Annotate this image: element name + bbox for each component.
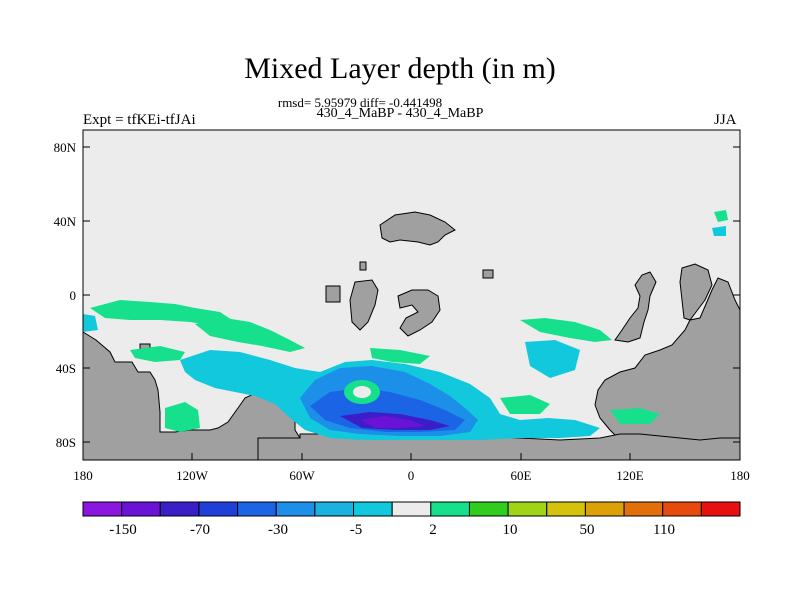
lon-label: 180	[73, 468, 93, 483]
lon-label: 60E	[511, 468, 532, 483]
small-island-b	[482, 269, 494, 279]
colorbar-swatch	[391, 501, 432, 517]
colorbar-swatch	[584, 501, 625, 517]
landmasses	[82, 211, 741, 461]
cyan-region-pacific	[83, 314, 98, 332]
colorbar-swatch	[623, 501, 664, 517]
lon-label: 60W	[289, 468, 315, 483]
colorbar-label: 50	[580, 522, 595, 538]
ring-center	[353, 386, 371, 398]
colorbar-swatch	[314, 501, 355, 517]
colorbar	[82, 501, 741, 517]
green-patch-se	[500, 395, 550, 414]
colorbar-label: -150	[109, 522, 137, 538]
colorbar-label: -30	[268, 522, 288, 538]
colorbar-swatch	[237, 501, 277, 517]
green-patch-south	[165, 402, 200, 432]
small-island-c	[359, 261, 367, 271]
lon-label: 120W	[176, 468, 209, 483]
lon-label: 120E	[616, 468, 644, 483]
colorbar-swatch	[507, 501, 548, 517]
green-band-east	[520, 318, 612, 342]
colorbar-swatch	[121, 501, 161, 517]
cyan-region-indian	[525, 340, 580, 378]
north-continent-land	[379, 211, 456, 246]
lat-labels: 80N 40N 0 40S 80S	[54, 140, 77, 450]
equatorial-island-2	[349, 279, 379, 331]
lat-label: 0	[70, 288, 77, 303]
lat-label: 80S	[56, 435, 76, 450]
green-patch-ne	[714, 210, 728, 222]
green-band-central	[195, 318, 305, 352]
map-title: Mixed Layer depth (in m)	[244, 52, 556, 85]
colorbar-swatch	[159, 501, 200, 517]
colorbar-swatch	[662, 501, 702, 517]
colorbar-swatch	[468, 501, 509, 517]
colorbar-label: 110	[653, 522, 675, 538]
colorbar-label: 2	[429, 522, 437, 538]
lat-label: 40N	[54, 214, 77, 229]
colorbar-swatch	[546, 501, 586, 517]
lon-label: 0	[408, 468, 415, 483]
stats-line: rmsd= 5.95979 diff= -0.441498	[277, 95, 443, 110]
colorbar-label: 10	[503, 522, 518, 538]
colorbar-swatch	[353, 501, 393, 517]
colorbar-labels: -150 -70 -30 -5 2 10 50 110	[109, 522, 675, 538]
lon-label: 180	[730, 468, 750, 483]
colorbar-swatch	[82, 501, 123, 517]
lat-label: 40S	[56, 361, 76, 376]
colorbar-swatch	[700, 501, 741, 517]
colorbar-label: -5	[350, 522, 363, 538]
map-plot: 80N 40N 0 40S 80S 180 120W 60W 0 60E 120…	[54, 129, 750, 483]
green-patch-far-east	[610, 408, 660, 424]
lon-labels: 180 120W 60W 0 60E 120E 180	[73, 468, 750, 483]
indian-land	[679, 263, 713, 321]
australia-land	[614, 271, 657, 343]
tick-marks	[83, 146, 740, 460]
lat-label: 80N	[54, 140, 77, 155]
green-patch-atlantic	[370, 348, 430, 364]
season-label: JJA	[714, 112, 737, 128]
colorbar-swatch	[430, 501, 470, 517]
case-names: 430_4_MaBP - 430_4_MaBP	[316, 106, 484, 121]
cyan-region-far-east	[712, 226, 726, 236]
colorbar-swatch	[198, 501, 239, 517]
colorbar-label: -70	[190, 522, 210, 538]
experiment-label: Expt = tfKEi-tfJAi	[83, 112, 196, 128]
colorbar-swatch	[275, 501, 316, 517]
green-band-sa	[130, 346, 185, 362]
equatorial-island-3	[397, 289, 441, 337]
purple-core	[360, 416, 425, 428]
south-america-land	[82, 331, 301, 461]
contour-fills	[83, 210, 728, 440]
equatorial-island-1	[325, 285, 341, 303]
green-band-west	[90, 300, 232, 326]
